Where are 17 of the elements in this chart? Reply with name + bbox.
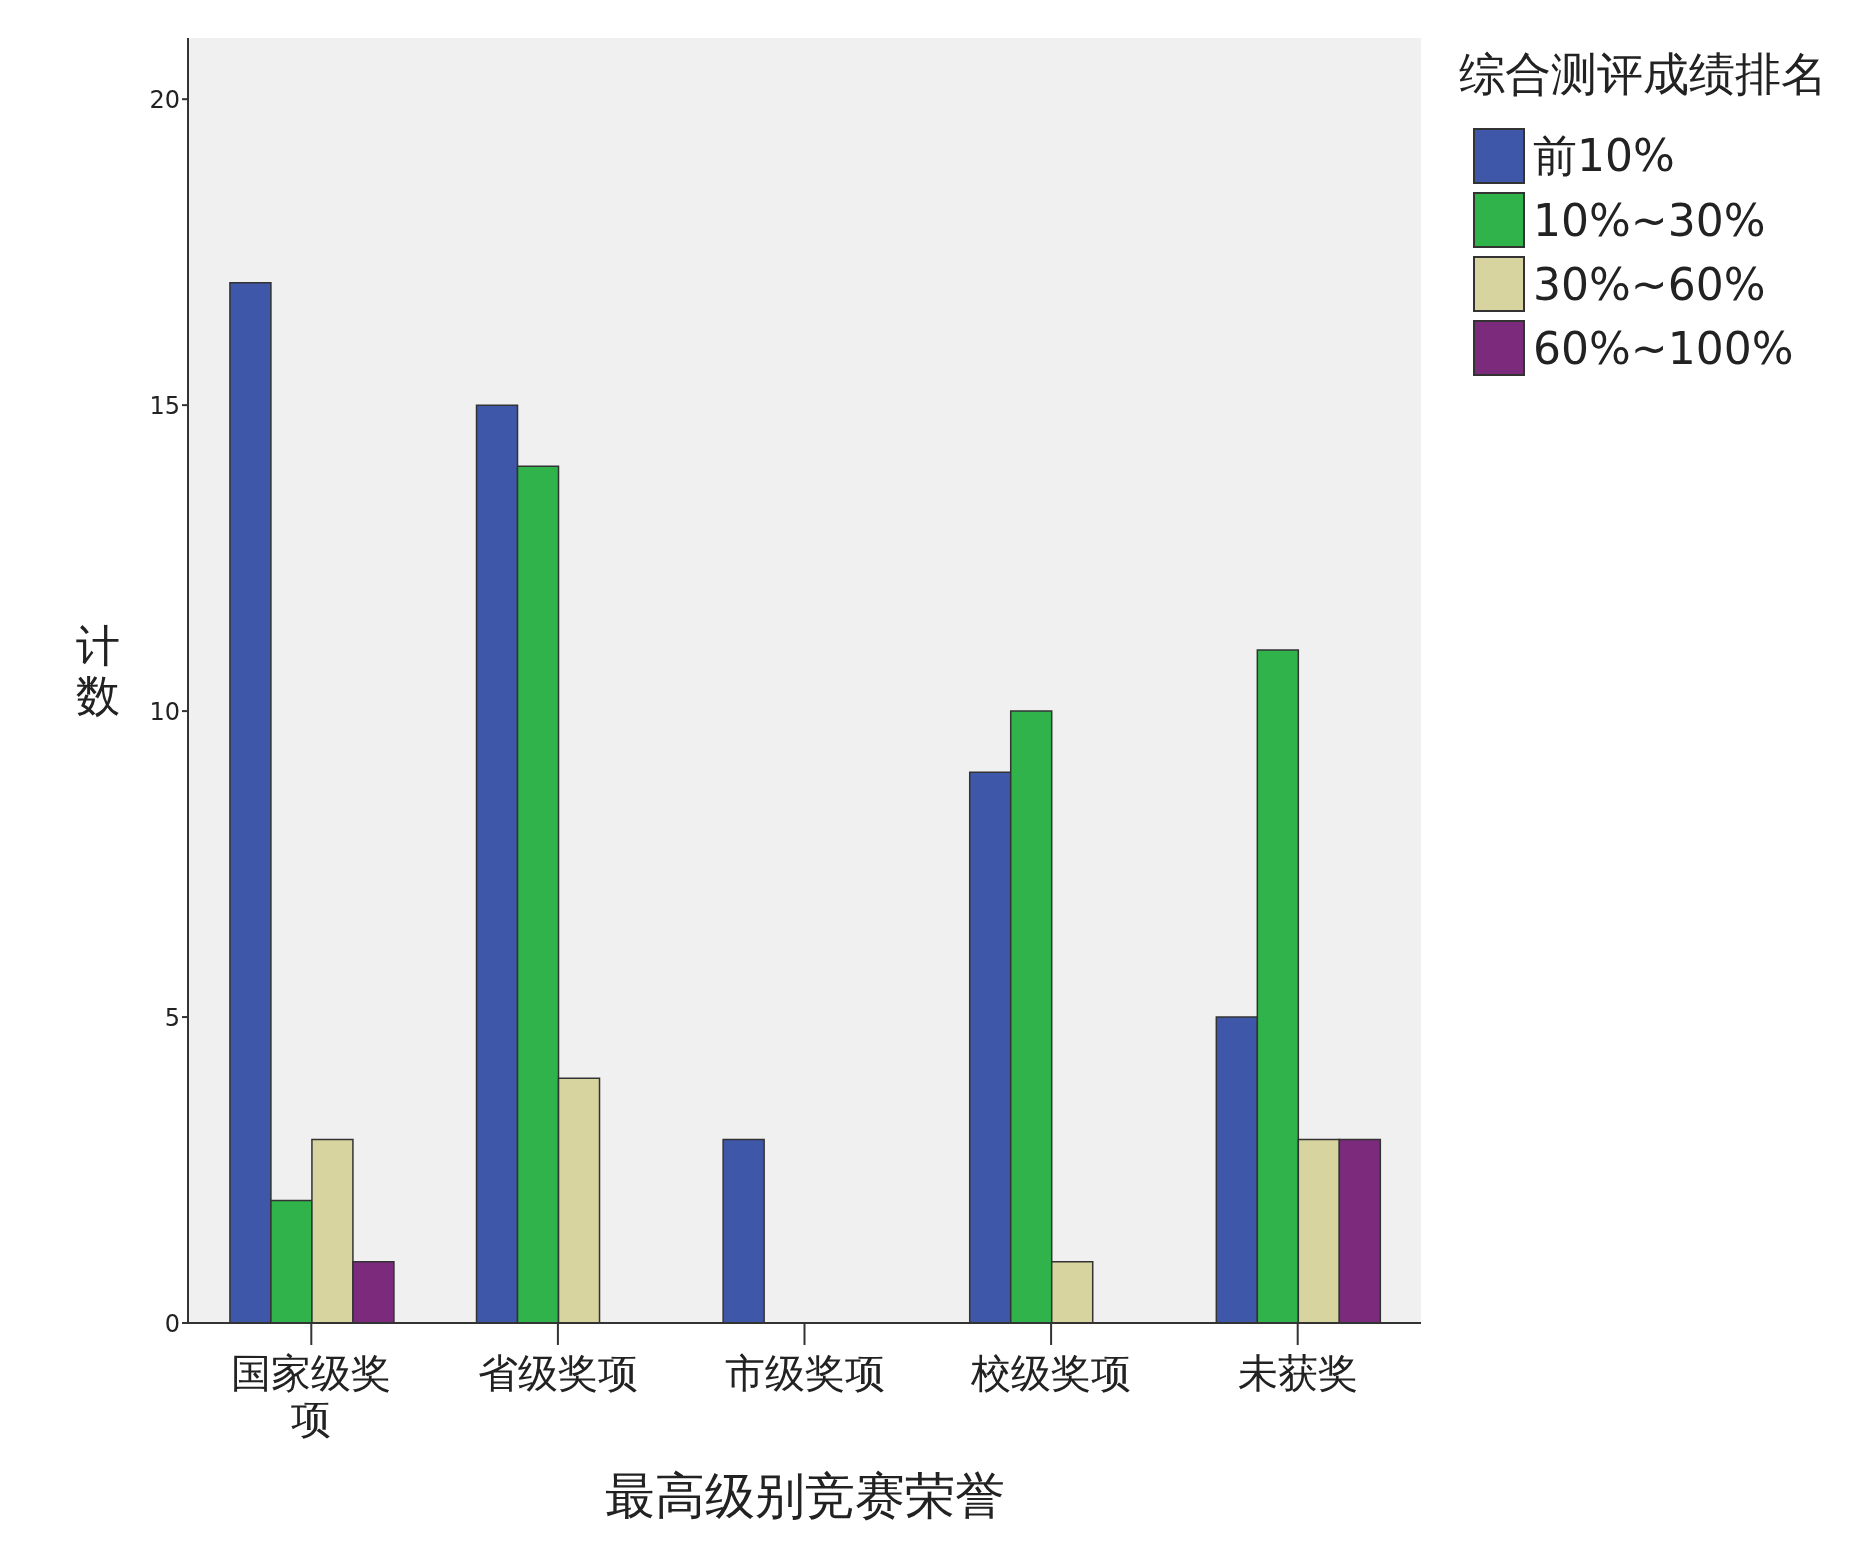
- y-axis-title: 计数: [76, 619, 120, 721]
- y-tick-label: 15: [149, 391, 180, 420]
- x-tick-label: 国家级奖项: [231, 1350, 392, 1442]
- x-axis-title: 最高级别竞赛荣誉: [604, 1467, 1005, 1525]
- legend-label: 10%~30%: [1533, 194, 1766, 246]
- legend-title: 综合测评成绩排名: [1458, 47, 1828, 101]
- legend-label: 60%~100%: [1533, 322, 1794, 374]
- x-tick-label: 校级奖项: [970, 1350, 1132, 1396]
- legend-label: 30%~60%: [1533, 258, 1766, 310]
- legend-label: 前10%: [1533, 128, 1675, 183]
- y-tick-label: 5: [164, 1003, 180, 1032]
- y-tick-label: 0: [164, 1309, 180, 1338]
- y-tick-label: 10: [149, 697, 180, 726]
- y-tick-label: 20: [149, 85, 180, 114]
- x-tick-label: 市级奖项: [724, 1350, 885, 1396]
- x-tick-label: 省级奖项: [477, 1350, 638, 1396]
- x-tick-label: 未获奖: [1237, 1350, 1358, 1396]
